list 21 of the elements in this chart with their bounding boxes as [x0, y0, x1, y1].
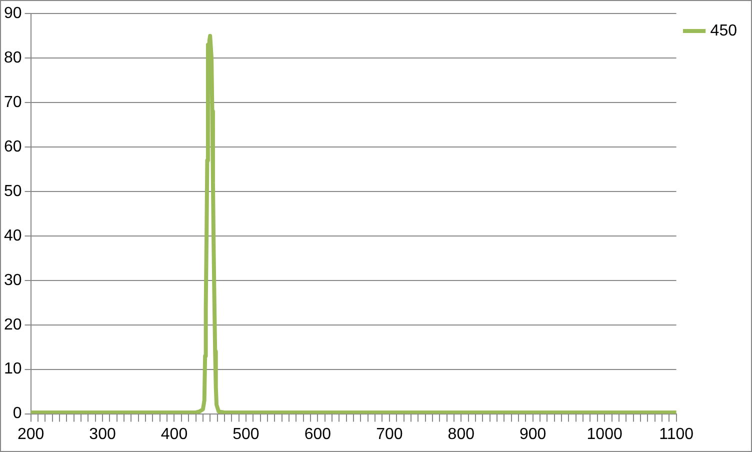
x-tick-label: 400 [160, 426, 188, 443]
y-tick-label: 10 [4, 360, 22, 378]
y-tick-label: 0 [12, 405, 22, 422]
x-tick-label: 700 [376, 426, 403, 443]
y-tick-label: 30 [4, 272, 22, 289]
y-tick-label: 70 [4, 94, 22, 111]
y-tick-label: 80 [4, 49, 22, 66]
x-tick-label: 600 [304, 426, 332, 443]
x-tick-label: 500 [232, 426, 260, 443]
y-tick-label: 50 [4, 182, 22, 200]
x-tick-label: 800 [448, 426, 475, 443]
y-tick-label: 40 [4, 227, 22, 244]
x-tick-label: 300 [89, 426, 116, 443]
legend-label: 450 [710, 22, 738, 40]
y-tick-label: 60 [4, 138, 22, 156]
x-tick-label: 1000 [586, 426, 622, 443]
x-tick-label: 1100 [659, 426, 694, 443]
x-tick-label: 200 [17, 426, 44, 443]
x-tick-label: 900 [520, 426, 546, 443]
y-tick-label: 20 [4, 316, 22, 334]
y-tick-label: 90 [4, 5, 22, 22]
